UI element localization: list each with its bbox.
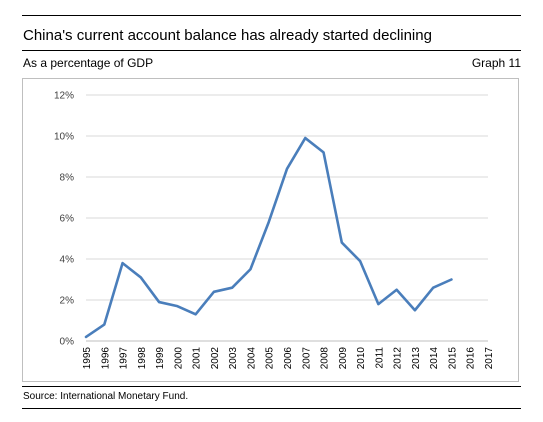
x-tick-label: 2012	[393, 347, 404, 370]
x-tick-label: 2011	[374, 347, 385, 369]
x-tick-label: 2014	[429, 347, 440, 370]
x-tick-label: 2004	[246, 347, 257, 370]
plot-area-frame	[22, 78, 519, 382]
y-tick-label: 12%	[54, 91, 74, 102]
bottom-rule	[22, 408, 521, 409]
x-tick-label: 1998	[137, 347, 148, 370]
chart-title: China's current account balance has alre…	[23, 27, 432, 44]
chart-subtitle: As a percentage of GDP	[23, 56, 154, 70]
x-tick-label: 2013	[411, 347, 422, 370]
y-tick-label: 10%	[54, 132, 74, 143]
x-tick-label: 1999	[155, 347, 166, 370]
x-tick-label: 1996	[100, 347, 111, 370]
x-tick-label: 2016	[466, 347, 477, 370]
x-tick-label: 2015	[447, 347, 458, 370]
x-tick-label: 1995	[82, 347, 93, 370]
x-tick-label: 2002	[210, 347, 221, 370]
x-tick-label: 2010	[356, 347, 367, 370]
x-tick-label: 2006	[283, 347, 294, 370]
y-tick-label: 2%	[60, 296, 75, 307]
graph-number-label: Graph 11	[471, 56, 521, 70]
x-tick-label: 2000	[173, 347, 184, 370]
x-tick-label: 2008	[320, 347, 331, 370]
x-tick-label: 2017	[484, 347, 495, 370]
source-note: Source: International Monetary Fund.	[23, 391, 189, 402]
x-tick-label: 2003	[228, 347, 239, 370]
x-tick-label: 2005	[265, 347, 276, 370]
x-tick-label: 2001	[192, 347, 203, 370]
y-tick-label: 6%	[60, 214, 75, 225]
y-tick-label: 0%	[60, 337, 75, 348]
top-rule	[22, 15, 521, 16]
y-tick-label: 4%	[60, 255, 75, 266]
x-tick-label: 1997	[119, 347, 130, 370]
x-tick-label: 2007	[301, 347, 312, 370]
series-line-0	[84, 136, 453, 339]
y-tick-label: 8%	[60, 173, 75, 184]
source-rule	[22, 386, 521, 387]
title-rule	[22, 50, 521, 51]
x-tick-label: 2009	[338, 347, 349, 370]
